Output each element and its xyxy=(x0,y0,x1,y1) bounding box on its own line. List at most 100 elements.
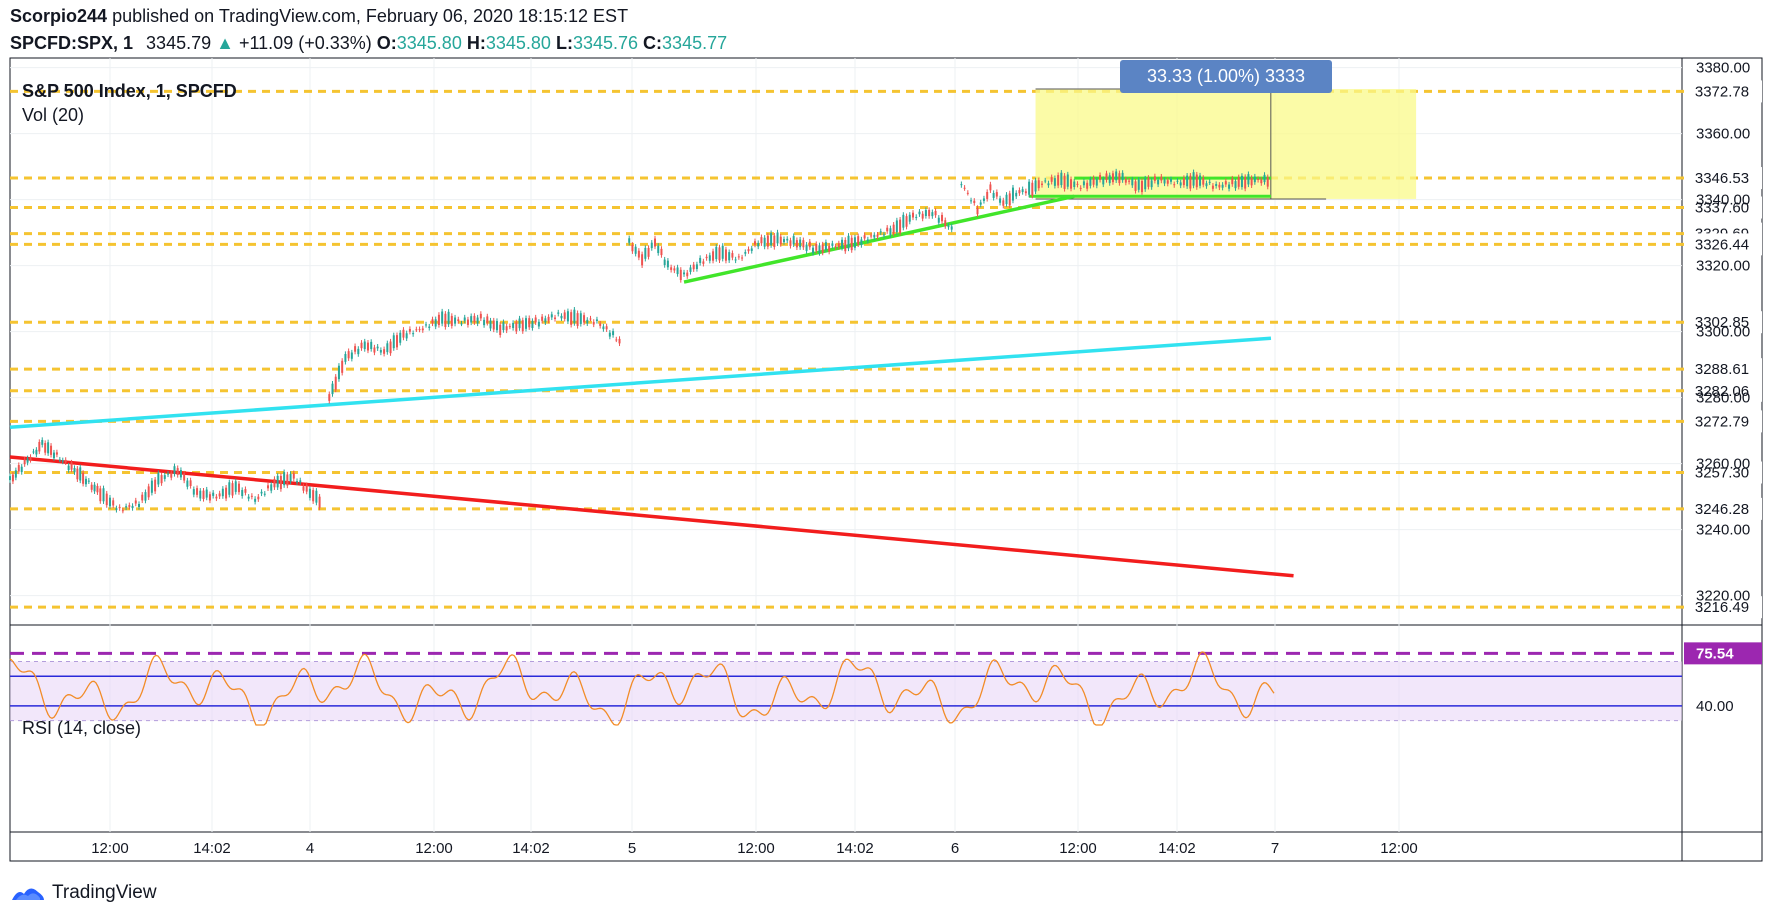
close-value: 3345.77 xyxy=(662,33,728,53)
candle-body xyxy=(84,478,87,485)
rsi-highlight-bg xyxy=(1684,642,1762,665)
candle-body xyxy=(676,267,679,275)
candle-body xyxy=(1147,177,1150,187)
candle-body xyxy=(708,255,711,261)
candle-body xyxy=(9,476,11,481)
candle-body xyxy=(50,445,53,455)
candle-body xyxy=(318,496,321,508)
low-label: L: xyxy=(555,33,573,53)
candle-body xyxy=(1011,187,1014,201)
x-tick-label: 12:00 xyxy=(1059,840,1097,857)
support-label: 3372.78 xyxy=(1695,83,1749,100)
candle-body xyxy=(1163,179,1166,184)
candle-body xyxy=(889,228,892,236)
candle-body xyxy=(1002,200,1005,206)
tradingview-brand[interactable]: TradingView xyxy=(10,882,157,904)
candle-body xyxy=(170,472,173,478)
candle-body xyxy=(654,238,656,247)
candle-body xyxy=(815,244,818,251)
candle-body xyxy=(1050,177,1053,182)
candle-body xyxy=(589,318,592,320)
x-tick-label: 12:00 xyxy=(1380,840,1418,857)
candle-body xyxy=(792,236,795,245)
candle-body xyxy=(1234,181,1237,189)
candle-body xyxy=(466,319,469,325)
publish-info: Scorpio244 published on TradingView.com,… xyxy=(10,6,628,27)
candle-body xyxy=(724,249,727,261)
candle-body xyxy=(392,335,395,349)
candle-body xyxy=(58,459,61,461)
candle-body xyxy=(1218,184,1221,188)
candle-body xyxy=(1157,179,1160,185)
candle-body xyxy=(376,346,379,349)
candle-body xyxy=(221,488,224,497)
x-tick-label: 12:00 xyxy=(415,840,453,857)
x-tick-label: 14:02 xyxy=(836,840,874,857)
x-tick-label: 5 xyxy=(628,840,636,857)
candle-body xyxy=(64,459,67,463)
low-value: 3345.76 xyxy=(572,33,639,53)
candle-body xyxy=(595,319,598,321)
candle-body xyxy=(541,316,544,321)
candle-body xyxy=(431,319,434,324)
candle-body xyxy=(1076,183,1079,185)
candle-body xyxy=(450,315,453,326)
open-label: O: xyxy=(376,33,397,53)
candle-body xyxy=(1176,180,1179,182)
candle-body xyxy=(986,191,989,199)
candle-body xyxy=(502,322,505,331)
candle-body xyxy=(408,328,411,332)
candle-body xyxy=(1108,175,1111,184)
candle-body xyxy=(1131,179,1134,186)
candle-body xyxy=(254,498,257,502)
candle-body xyxy=(463,317,466,321)
tradingview-logo-icon xyxy=(12,888,44,900)
candle-body xyxy=(705,256,708,259)
candle-body xyxy=(608,332,611,337)
candle-body xyxy=(902,214,905,228)
candle-body xyxy=(405,333,408,339)
author-name[interactable]: Scorpio244 xyxy=(10,6,108,26)
candle-body xyxy=(1170,179,1172,182)
candle-body xyxy=(1047,183,1050,186)
candle-body xyxy=(29,456,32,460)
candle-body xyxy=(1102,179,1105,185)
y-tick-label: 3360.00 xyxy=(1696,126,1750,143)
candle-body xyxy=(544,318,547,323)
candle-body xyxy=(473,315,476,323)
candle-body xyxy=(1166,180,1169,184)
candle-body xyxy=(528,318,531,328)
candle-body xyxy=(55,452,58,455)
x-tick-label: 4 xyxy=(306,840,314,857)
candle-body xyxy=(666,260,669,268)
candle-body xyxy=(315,490,318,503)
high-value: 3345.80 xyxy=(485,33,551,53)
candle-body xyxy=(489,320,492,329)
candle-body xyxy=(508,326,511,328)
candle-body xyxy=(944,220,947,227)
x-tick-label: 12:00 xyxy=(737,840,775,857)
support-label: 3302.85 xyxy=(1695,314,1749,331)
candle-body xyxy=(308,488,311,498)
candle-body xyxy=(518,318,521,329)
candle-body xyxy=(444,313,447,327)
candle-body xyxy=(731,253,734,258)
candle-body xyxy=(937,217,940,223)
candle-body xyxy=(1195,174,1198,188)
candle-body xyxy=(183,473,186,481)
candle-body xyxy=(1044,180,1047,182)
candle-body xyxy=(715,246,718,260)
candle-body xyxy=(260,491,263,494)
measure-label-bg xyxy=(1120,60,1332,93)
candle-body xyxy=(918,211,921,215)
candle-body xyxy=(328,394,331,401)
candle-body xyxy=(160,475,163,484)
candle-body xyxy=(76,468,79,480)
candle-body xyxy=(628,238,631,243)
candle-body xyxy=(144,492,147,501)
candle-body xyxy=(1018,190,1021,194)
candle-body xyxy=(241,490,244,497)
candle-body xyxy=(1199,175,1202,186)
candle-body xyxy=(499,324,502,336)
